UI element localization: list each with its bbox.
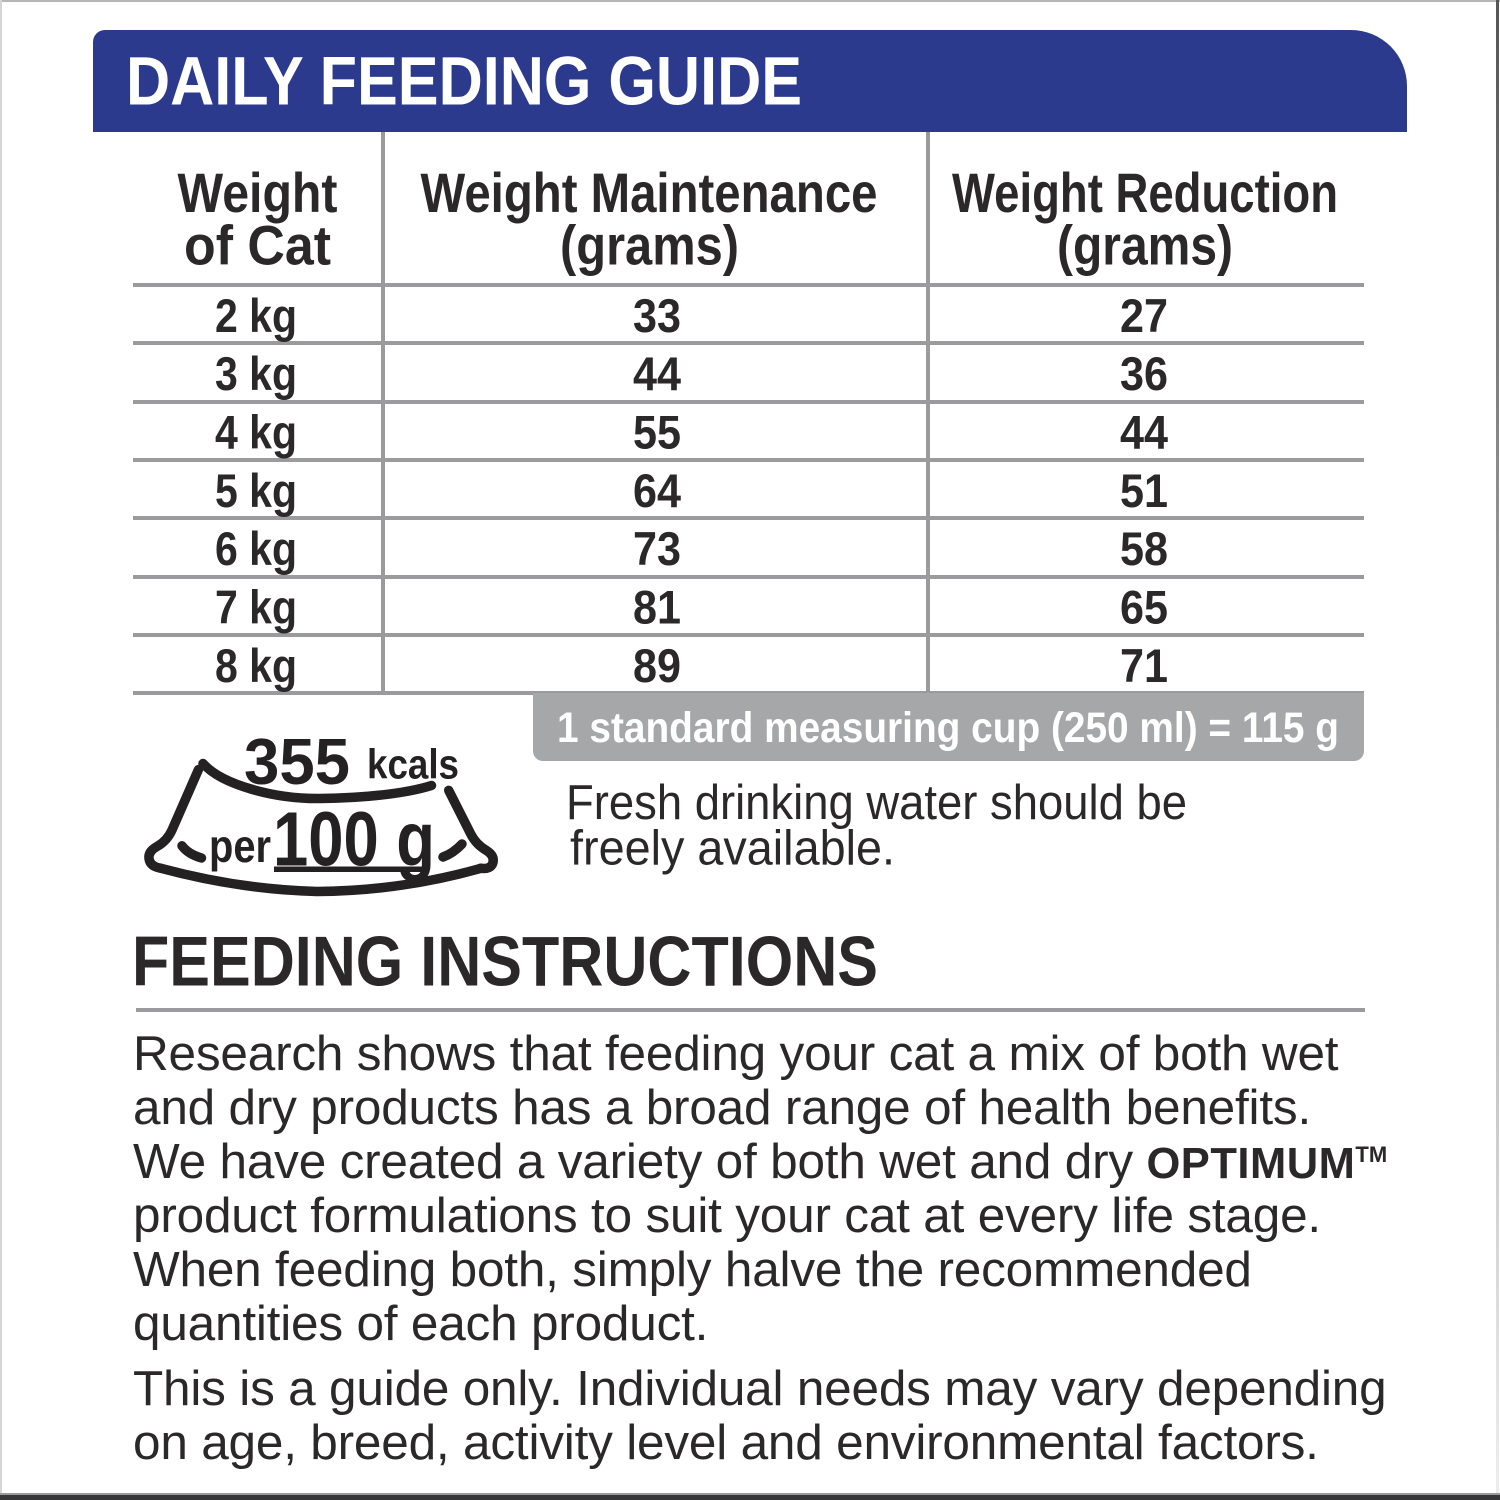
svg-text:FEEDING INSTRUCTIONS: FEEDING INSTRUCTIONS (132, 922, 878, 1001)
svg-text:kcals: kcals (367, 741, 459, 788)
svg-text:4 kg: 4 kg (215, 405, 297, 458)
svg-text:3 kg: 3 kg (215, 347, 297, 400)
svg-text:Weight Reduction: Weight Reduction (952, 161, 1338, 224)
svg-text:44: 44 (1120, 405, 1168, 458)
svg-text:64: 64 (633, 464, 681, 517)
svg-text:1 standard measuring cup (250: 1 standard measuring cup (250 ml) = 115 … (557, 704, 1339, 752)
svg-text:per: per (209, 820, 271, 872)
svg-text:(grams): (grams) (1057, 214, 1233, 277)
svg-text:89: 89 (633, 639, 681, 692)
svg-text:44: 44 (633, 347, 681, 400)
svg-text:freely available.: freely available. (570, 821, 895, 876)
svg-text:7 kg: 7 kg (215, 580, 297, 633)
svg-text:58: 58 (1120, 522, 1168, 575)
svg-text:71: 71 (1120, 639, 1168, 692)
svg-text:Fresh drinking water should be: Fresh drinking water should be (566, 775, 1187, 830)
svg-text:65: 65 (1120, 580, 1168, 633)
svg-text:Weight Maintenance: Weight Maintenance (421, 161, 878, 224)
svg-text:27: 27 (1120, 289, 1168, 342)
svg-text:of Cat: of Cat (184, 214, 331, 277)
svg-text:8 kg: 8 kg (215, 639, 297, 692)
svg-text:355: 355 (244, 726, 350, 798)
svg-text:36: 36 (1120, 347, 1168, 400)
svg-text:5 kg: 5 kg (215, 464, 297, 517)
svg-text:33: 33 (633, 289, 681, 342)
svg-text:51: 51 (1120, 464, 1168, 517)
svg-text:6 kg: 6 kg (215, 522, 297, 575)
svg-text:2 kg: 2 kg (215, 289, 297, 342)
svg-text:55: 55 (633, 405, 681, 458)
svg-text:73: 73 (633, 522, 681, 575)
svg-text:81: 81 (633, 580, 681, 633)
svg-text:DAILY FEEDING GUIDE: DAILY FEEDING GUIDE (126, 43, 802, 120)
svg-text:(grams): (grams) (560, 214, 739, 277)
svg-text:Weight: Weight (178, 161, 338, 224)
